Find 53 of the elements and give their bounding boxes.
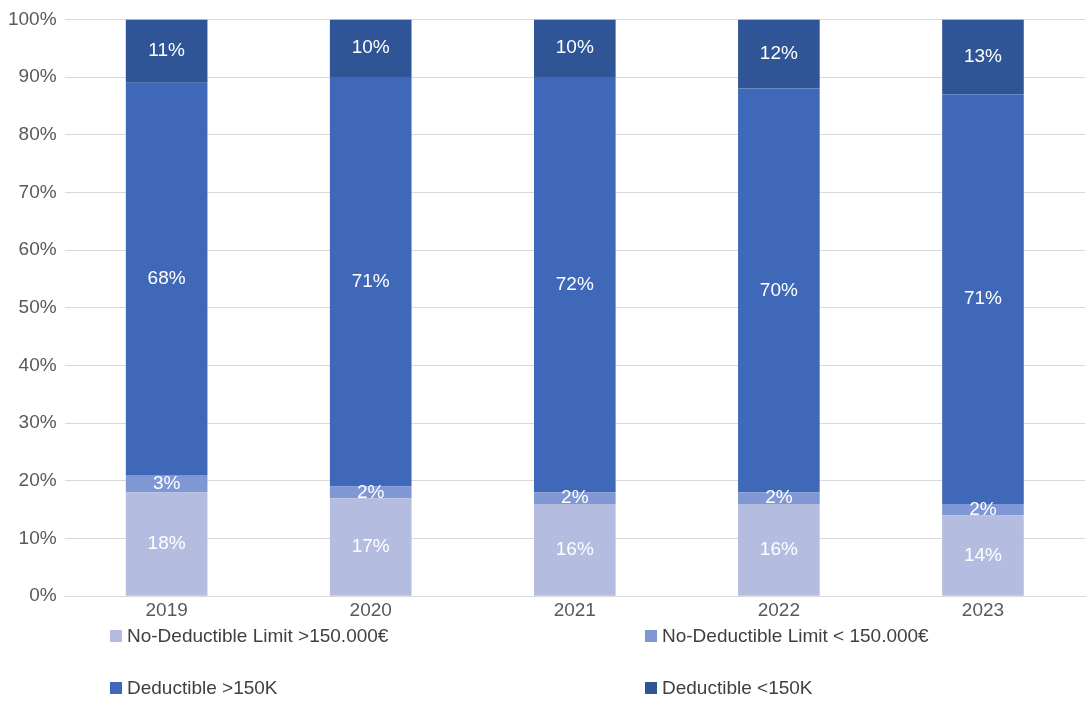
- x-tick-label: 2019: [145, 598, 188, 620]
- data-label: 2%: [969, 497, 997, 519]
- bar: [125, 492, 208, 596]
- y-tick-label: 30%: [18, 411, 57, 433]
- y-tick-label: 10%: [18, 526, 57, 548]
- data-label: 16%: [555, 538, 594, 560]
- bar: [329, 77, 412, 487]
- y-tick-label: 80%: [18, 122, 57, 144]
- y-tick-label: 100%: [7, 7, 57, 29]
- data-label: 10%: [555, 36, 594, 58]
- y-tick-label: 20%: [18, 469, 57, 491]
- y-tick-label: 60%: [18, 238, 57, 260]
- y-tick-label: 90%: [18, 65, 57, 87]
- data-label: 2%: [765, 486, 793, 508]
- bar: [533, 19, 616, 78]
- data-label: 16%: [759, 538, 798, 560]
- data-label: 71%: [351, 270, 390, 292]
- bar: [942, 515, 1024, 596]
- data-label: 3%: [152, 471, 181, 493]
- data-label: 2%: [561, 486, 589, 508]
- data-label: 70%: [759, 278, 798, 300]
- bar: [738, 503, 820, 596]
- bar: [125, 82, 208, 476]
- x-tick-label: 2021: [553, 598, 596, 620]
- legend-label: No-Deductible Limit >150.000€: [127, 625, 389, 647]
- data-label: 12%: [759, 42, 798, 64]
- data-label: 72%: [555, 272, 594, 294]
- data-label: 10%: [351, 36, 390, 58]
- bar: [942, 94, 1024, 504]
- y-tick-label: 50%: [18, 296, 57, 318]
- data-label: 18%: [147, 532, 186, 554]
- data-label: 2%: [356, 480, 385, 502]
- x-tick-label: 2022: [757, 598, 801, 620]
- data-label: 13%: [963, 45, 1003, 67]
- bar: [329, 19, 412, 78]
- x-tick-label: 2023: [961, 598, 1005, 620]
- data-label: 14%: [963, 543, 1003, 565]
- data-label: 68%: [147, 267, 186, 289]
- legend-label: Deductible >150K: [127, 677, 278, 699]
- y-tick-label: 40%: [18, 353, 57, 375]
- legend-label: No-Deductible Limit < 150.000€: [662, 625, 929, 647]
- y-tick-label: 0%: [29, 584, 57, 606]
- bar: [329, 498, 412, 596]
- data-label: 11%: [148, 39, 186, 61]
- bar: [738, 19, 820, 89]
- y-tick-label: 70%: [18, 180, 57, 202]
- x-tick-label: 2020: [349, 598, 392, 620]
- data-label: 17%: [351, 535, 390, 557]
- data-label: 71%: [963, 287, 1003, 309]
- bar: [942, 19, 1024, 95]
- bar: [533, 503, 616, 596]
- bar: [125, 19, 208, 83]
- legend-label: Deductible <150K: [662, 677, 813, 699]
